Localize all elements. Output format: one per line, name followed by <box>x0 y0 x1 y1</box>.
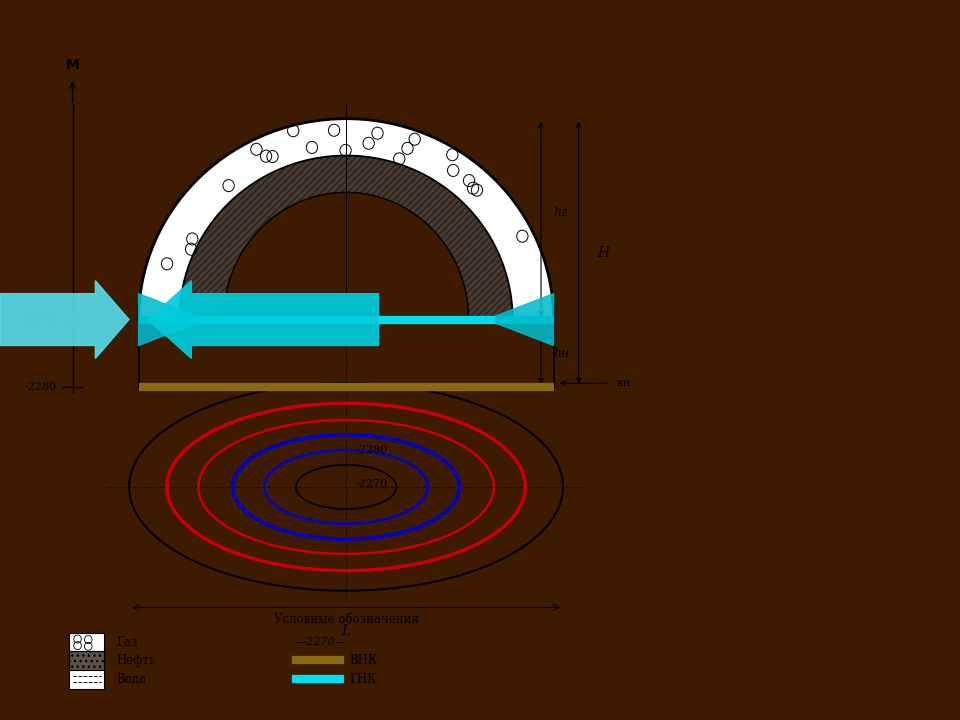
Text: -2270: -2270 <box>355 480 387 490</box>
Bar <box>69 651 104 670</box>
Text: -2280: -2280 <box>25 382 57 392</box>
Text: кн: кн <box>616 378 631 388</box>
Text: -2270: -2270 <box>25 315 57 325</box>
Text: -2280: -2280 <box>355 445 387 455</box>
Polygon shape <box>138 119 554 320</box>
Text: hг: hг <box>554 206 568 219</box>
Text: М: М <box>65 58 80 72</box>
Text: —2270—: —2270— <box>296 637 347 647</box>
Text: H: H <box>597 246 610 260</box>
Bar <box>69 633 104 652</box>
Text: ГНК: ГНК <box>349 672 376 685</box>
Bar <box>69 670 104 688</box>
Text: ВНК: ВНК <box>349 654 377 667</box>
Text: Газ: Газ <box>116 636 138 649</box>
Text: Нефть: Нефть <box>116 654 156 667</box>
Text: Условные обозначения: Условные обозначения <box>274 613 419 626</box>
Text: Вода: Вода <box>116 672 147 685</box>
Polygon shape <box>180 156 513 320</box>
Bar <box>69 651 104 670</box>
Text: hн: hн <box>554 346 570 359</box>
Text: L: L <box>342 624 350 638</box>
